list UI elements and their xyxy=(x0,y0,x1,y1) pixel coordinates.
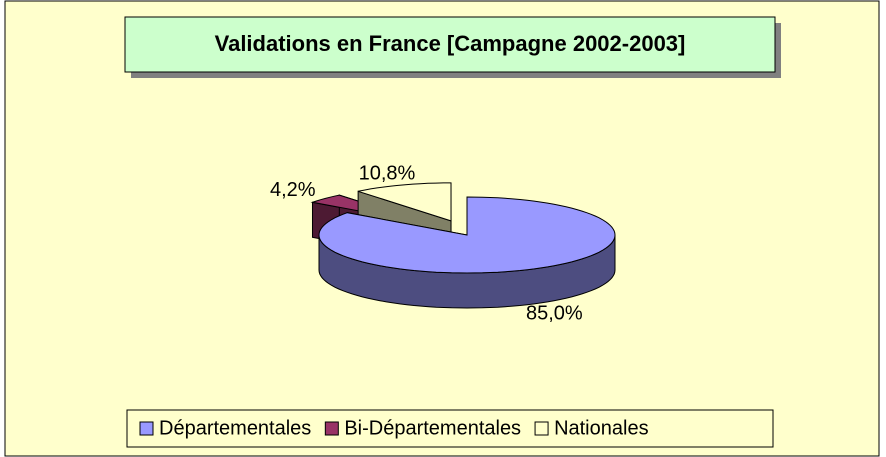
chart-title: Validations en France [Campagne 2002-200… xyxy=(215,31,686,56)
data-label: 10,8% xyxy=(359,163,416,185)
slice-top xyxy=(357,182,452,222)
data-label: 4,2% xyxy=(270,179,316,201)
slice-top xyxy=(318,196,616,274)
title-box xyxy=(124,16,776,73)
data-label: 85,0% xyxy=(526,302,583,324)
legend-label: Départementales xyxy=(159,417,311,439)
legend-swatch xyxy=(139,421,154,436)
legend-label: Bi-Départementales xyxy=(344,417,521,439)
legend-box xyxy=(126,409,774,448)
legend-label: Nationales xyxy=(554,417,649,439)
legend: Départementales Bi-Départementales Nationa… xyxy=(139,417,649,439)
legend-swatch xyxy=(324,421,339,436)
pie xyxy=(310,182,616,309)
pie-slice xyxy=(318,196,616,309)
legend-swatch xyxy=(534,421,549,436)
